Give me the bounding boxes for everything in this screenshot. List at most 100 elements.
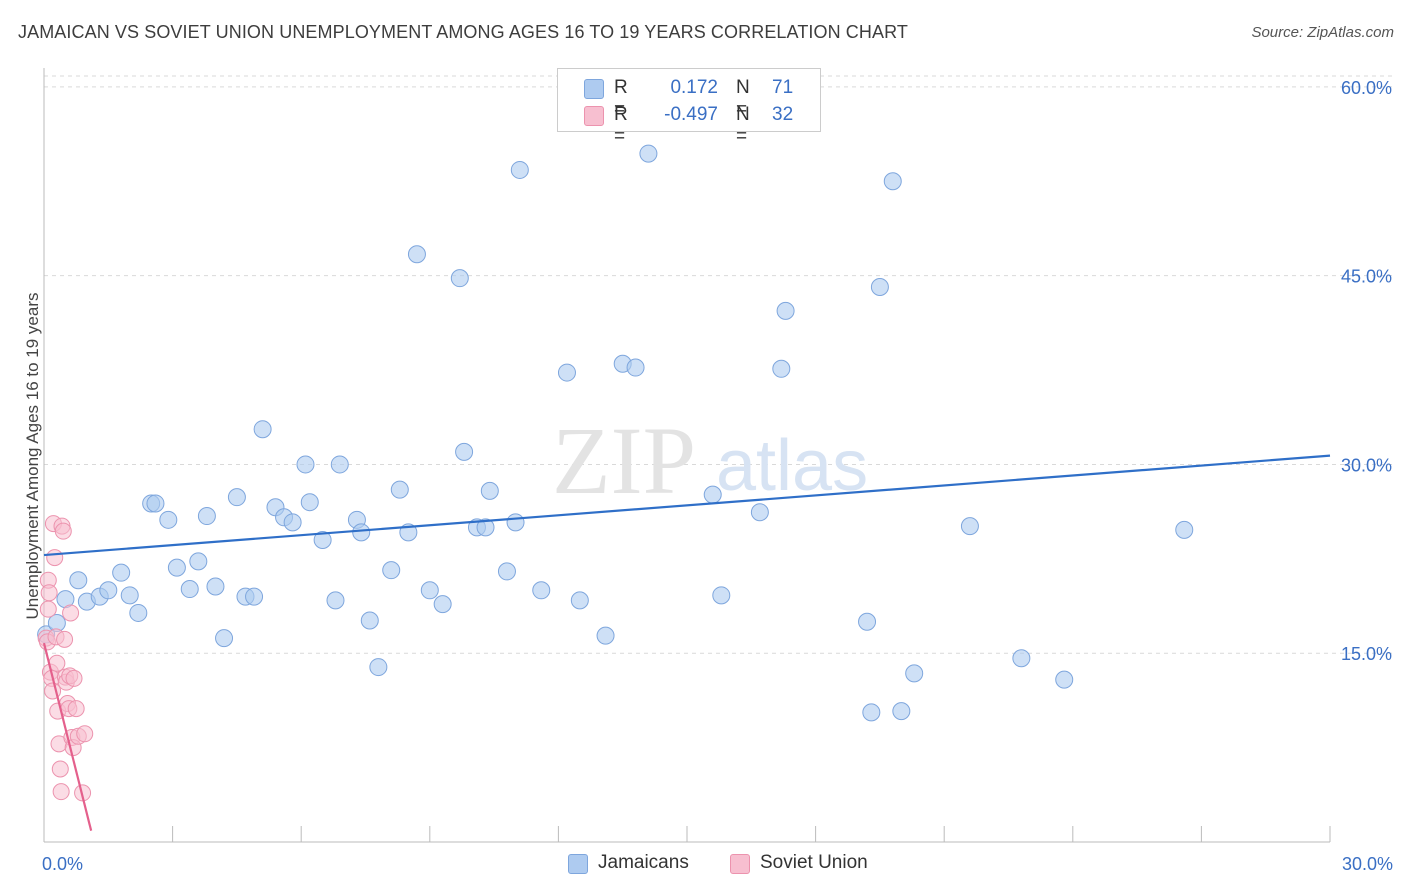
soviet-union-point — [62, 604, 80, 622]
jamaicans-point — [570, 591, 589, 610]
jamaicans-point — [433, 595, 452, 614]
jamaicans-point — [129, 603, 148, 622]
soviet-union-point — [39, 600, 57, 618]
y-tick-label: 60.0% — [1341, 78, 1392, 98]
jamaicans-point — [510, 160, 529, 179]
jamaicans-point — [450, 269, 469, 288]
jamaicans-point — [557, 363, 576, 382]
jamaicans-point — [330, 455, 349, 474]
jamaicans-point — [596, 626, 615, 645]
jamaicans-point — [360, 611, 379, 630]
jamaicans-point — [892, 702, 911, 721]
jamaicans-point — [227, 488, 246, 507]
soviet-union-point — [67, 700, 85, 718]
jamaicans-point — [253, 420, 272, 439]
jamaicans-point — [390, 480, 409, 499]
series-name: Jamaicans — [598, 852, 689, 873]
jamaicans-point — [776, 301, 795, 320]
soviet-union-point — [65, 669, 83, 687]
jamaicans-point — [180, 580, 199, 599]
jamaicans-swatch — [568, 854, 588, 874]
jamaicans-point — [326, 591, 345, 610]
jamaicans-point — [313, 530, 332, 549]
trend-lines — [42, 454, 1331, 831]
jamaicans-point — [369, 658, 388, 677]
jamaicans-point — [712, 586, 731, 605]
jamaicans-point — [99, 581, 118, 600]
jamaicans-point — [750, 503, 769, 522]
jamaicans-point — [772, 359, 791, 378]
jamaicans-point — [480, 481, 499, 500]
jamaicans-point — [215, 629, 234, 648]
jamaicans-point — [858, 612, 877, 631]
soviet-union-point — [76, 725, 94, 743]
jamaicans-point — [69, 571, 88, 590]
jamaicans-point — [352, 523, 371, 542]
jamaicans-point — [476, 518, 495, 537]
n-label: N = — [736, 104, 750, 147]
jamaicans-point — [146, 494, 165, 513]
watermark: ZIP atlas — [552, 407, 868, 514]
jamaicans-point — [382, 561, 401, 580]
axes — [43, 68, 1331, 843]
jamaicans-point — [1012, 649, 1031, 668]
soviet-union-points — [37, 515, 94, 802]
jamaicans-point — [167, 558, 186, 577]
jamaicans-point — [1055, 670, 1074, 689]
soviet-union-point — [54, 522, 72, 540]
jamaicans-point — [883, 172, 902, 191]
jamaicans-point — [120, 586, 139, 605]
jamaicans-point — [296, 455, 315, 474]
soviet-union-point — [46, 549, 64, 567]
jamaicans-point — [159, 510, 178, 529]
x-tick-label: 0.0% — [42, 854, 83, 874]
correlation-legend: R = 0.172 N = 71 R = -0.497 N = 32 — [557, 68, 821, 147]
jamaicans-point — [112, 563, 131, 582]
y-axis-label: Unemployment Among Ages 16 to 19 years — [23, 293, 42, 620]
n-label: N = — [736, 77, 750, 120]
jamaicans-point — [703, 485, 722, 504]
gridlines — [44, 75, 1392, 654]
jamaicans-point — [1175, 520, 1194, 539]
n-value: 71 — [772, 77, 794, 98]
jamaicans-point — [283, 513, 302, 532]
r-value: -0.497 — [664, 104, 718, 125]
jamaicans-point — [497, 562, 516, 581]
watermark-zip: ZIP — [552, 407, 696, 514]
soviet-union-point — [56, 630, 74, 648]
soviet-union-swatch — [730, 854, 750, 874]
jamaicans-point — [905, 664, 924, 683]
jamaicans-point — [532, 581, 551, 600]
jamaicans-point — [870, 277, 889, 296]
r-label: R = — [614, 104, 628, 147]
jamaicans-swatch — [584, 79, 604, 99]
jamaicans-point — [960, 517, 979, 536]
y-tick-label: 15.0% — [1341, 644, 1392, 664]
soviet-union-swatch — [584, 106, 604, 126]
series-name: Soviet Union — [760, 852, 868, 873]
jamaicans-point — [626, 358, 645, 377]
jamaicans-point — [506, 513, 525, 532]
source-credit: Source: ZipAtlas.com — [1251, 24, 1394, 41]
jamaicans-point — [300, 493, 319, 512]
jamaicans-point — [407, 245, 426, 264]
y-tick-label: 45.0% — [1341, 267, 1392, 287]
soviet-union-point — [52, 783, 70, 801]
soviet-union-trend-line — [42, 642, 93, 831]
x-tick-label: 30.0% — [1342, 854, 1393, 874]
jamaicans-point — [189, 552, 208, 571]
tick-labels: 15.0% 30.0% 45.0% 60.0% 0.0% 30.0% — [42, 78, 1393, 874]
jamaicans-trend-line — [43, 454, 1331, 557]
n-value: 32 — [772, 104, 794, 125]
r-label: R = — [614, 77, 628, 120]
jamaicans-point — [420, 581, 439, 600]
chart-title: JAMAICAN VS SOVIET UNION UNEMPLOYMENT AM… — [18, 22, 908, 42]
jamaicans-point — [862, 703, 881, 722]
r-value: 0.172 — [670, 77, 718, 98]
jamaicans-point — [639, 144, 658, 163]
jamaicans-points — [37, 144, 1194, 722]
jamaicans-point — [206, 577, 225, 596]
y-tick-label: 30.0% — [1341, 455, 1392, 475]
jamaicans-point — [455, 442, 474, 461]
